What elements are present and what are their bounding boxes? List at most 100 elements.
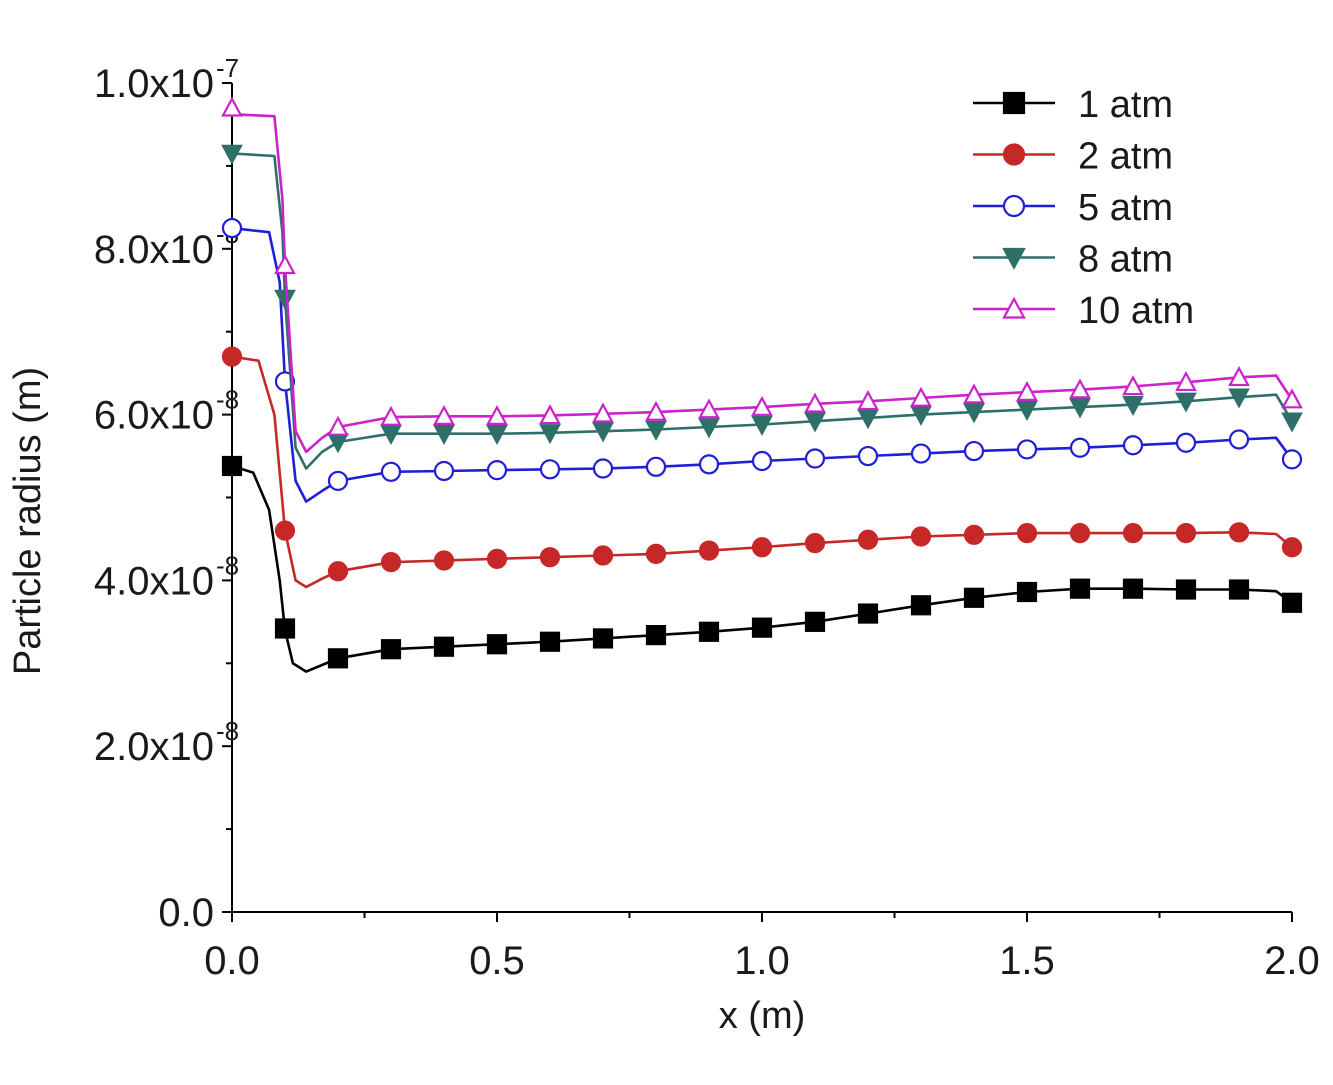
data-point-10-atm (910, 386, 932, 407)
data-point-1-atm (539, 631, 561, 652)
data-point-2-atm (274, 520, 296, 541)
legend-marker (1002, 143, 1026, 166)
data-point-1-atm (910, 595, 932, 616)
data-point-2-atm (698, 540, 720, 561)
data-point-10-atm (1016, 380, 1038, 401)
data-point-5-atm (592, 458, 614, 479)
data-point-8-atm (804, 412, 826, 433)
data-point-5-atm (963, 440, 985, 462)
legend-marker (1002, 247, 1026, 270)
legend-marker (1002, 194, 1026, 218)
legend-item-8-atm: 8 atm (973, 239, 1173, 281)
data-point-10-atm (486, 404, 508, 426)
data-point-5-atm (380, 461, 402, 482)
data-point-8-atm (698, 418, 720, 439)
data-point-10-atm (592, 402, 614, 423)
data-point-8-atm (592, 422, 614, 443)
legend-item-10-atm: 10 atm (973, 290, 1194, 332)
legend-marker (1002, 296, 1026, 319)
data-point-10-atm (698, 398, 720, 419)
data-point-8-atm (963, 403, 985, 424)
data-point-10-atm (433, 404, 455, 426)
data-point-5-atm (1175, 432, 1197, 453)
data-point-2-atm (751, 537, 773, 558)
series-1-atm (221, 455, 1303, 673)
data-point-10-atm (645, 400, 667, 421)
data-point-5-atm (433, 460, 455, 482)
data-point-1-atm (1228, 579, 1250, 600)
data-point-2-atm (380, 552, 402, 573)
y-tick-exponent: -8 (216, 716, 239, 746)
data-point-5-atm (221, 217, 243, 239)
series-layer (221, 96, 1303, 673)
data-point-2-atm (1281, 537, 1303, 558)
data-point-1-atm (1281, 592, 1303, 613)
data-point-2-atm (857, 529, 879, 550)
data-point-5-atm (910, 443, 932, 464)
data-point-8-atm (274, 289, 296, 310)
data-point-8-atm (433, 424, 455, 445)
data-point-5-atm (486, 460, 508, 481)
data-point-10-atm (963, 383, 985, 404)
data-point-1-atm (1175, 579, 1197, 600)
legend-item-5-atm: 5 atm (973, 187, 1173, 229)
data-point-10-atm (274, 254, 296, 275)
series-line-1-atm (231, 464, 1293, 673)
data-point-2-atm (221, 346, 243, 367)
data-point-2-atm (486, 548, 508, 569)
data-point-8-atm (910, 405, 932, 426)
series-2-atm (221, 346, 1303, 589)
data-point-2-atm (1122, 523, 1144, 544)
data-point-8-atm (486, 424, 508, 445)
series-5-atm (221, 217, 1303, 503)
data-point-5-atm (1281, 449, 1303, 470)
data-point-1-atm (327, 648, 349, 669)
data-point-5-atm (857, 445, 879, 467)
x-tick-label: 1.0 (734, 939, 790, 983)
data-point-5-atm (645, 456, 667, 477)
data-point-10-atm (539, 404, 561, 425)
data-point-10-atm (1281, 388, 1303, 409)
data-point-2-atm (1175, 523, 1197, 544)
data-point-8-atm (327, 433, 349, 454)
data-point-2-atm (963, 524, 985, 545)
data-point-2-atm (1069, 523, 1091, 544)
legend-label: 5 atm (1078, 187, 1173, 229)
data-point-1-atm (486, 634, 508, 655)
data-point-8-atm (857, 409, 879, 430)
y-tick-label: 6.0x10 (94, 394, 214, 438)
data-point-2-atm (804, 532, 826, 554)
y-tick-label: 0.0 (158, 891, 214, 935)
data-point-5-atm (539, 459, 561, 480)
data-point-5-atm (804, 448, 826, 469)
legend-label: 10 atm (1078, 290, 1194, 332)
data-point-10-atm (221, 96, 243, 117)
data-point-1-atm (751, 617, 773, 638)
data-point-1-atm (1069, 578, 1091, 599)
y-tick-label: 4.0x10 (94, 559, 214, 603)
y-tick-label: 2.0x10 (94, 725, 214, 769)
data-point-1-atm (857, 603, 879, 624)
y-tick-label: 1.0x10 (94, 62, 214, 106)
data-point-2-atm (592, 545, 614, 566)
y-axis-title: Particle radius (m) (7, 367, 49, 675)
data-point-5-atm (1228, 429, 1250, 450)
data-point-8-atm (380, 424, 402, 445)
legend: 1 atm 2 atm 5 atm 8 atm 10 atm (973, 84, 1194, 332)
data-point-1-atm (1016, 581, 1038, 603)
data-point-10-atm (1122, 375, 1144, 396)
x-axis-title: x (m) (719, 995, 806, 1037)
data-point-2-atm (1228, 522, 1250, 543)
data-point-8-atm (1175, 392, 1197, 413)
y-tick-label: 8.0x10 (94, 228, 214, 272)
data-point-10-atm (1228, 365, 1250, 387)
data-point-5-atm (1069, 437, 1091, 458)
data-point-2-atm (910, 526, 932, 547)
data-point-5-atm (1016, 439, 1038, 460)
data-point-8-atm (645, 420, 667, 441)
data-point-10-atm (380, 405, 402, 426)
data-point-5-atm (327, 470, 349, 492)
data-point-1-atm (963, 587, 985, 608)
legend-label: 1 atm (1078, 84, 1173, 126)
